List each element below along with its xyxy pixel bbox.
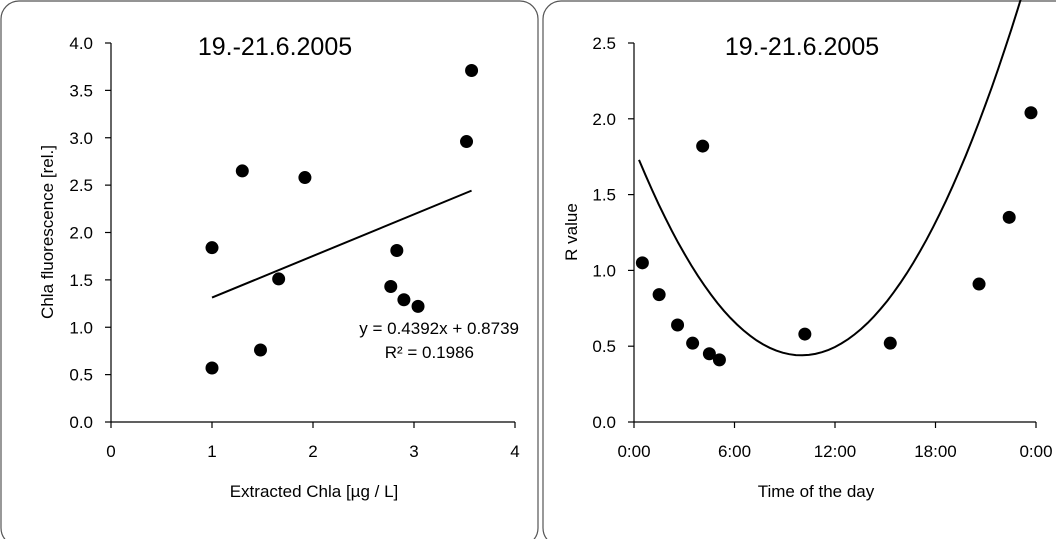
left-data-point xyxy=(205,241,219,255)
right-data-point xyxy=(671,318,685,332)
left-panel-frame xyxy=(0,0,539,539)
right-data-point xyxy=(1002,210,1016,224)
left-x-tick-label: 4 xyxy=(510,442,519,461)
left-data-point xyxy=(390,244,404,258)
right-data-point xyxy=(798,327,812,341)
right-y-tick-label: 1.5 xyxy=(592,186,616,205)
right-chart: 19.-21.6.2005 Time of the day R value 0.… xyxy=(562,0,1053,501)
left-data-point xyxy=(298,171,312,185)
left-data-point xyxy=(272,272,286,286)
right-x-tick-label: 6:00 xyxy=(718,442,751,461)
right-data-point xyxy=(702,347,716,361)
left-data-point xyxy=(384,280,398,294)
left-y-tick-label: 3.0 xyxy=(69,129,93,148)
right-data-point xyxy=(686,336,700,350)
left-y-tick-label: 2.0 xyxy=(69,224,93,243)
left-chart-title: 19.-21.6.2005 xyxy=(198,33,352,61)
left-y-axis-title: Chla fluorescence [rel.] xyxy=(38,145,57,319)
left-r2-annotation: R² = 0.1986 xyxy=(385,343,474,362)
left-y-tick-label: 1.0 xyxy=(69,318,93,337)
left-data-point xyxy=(205,361,219,375)
right-chart-title: 19.-21.6.2005 xyxy=(725,33,879,61)
right-trendline xyxy=(638,0,1022,357)
right-y-tick-label: 0.5 xyxy=(592,337,616,356)
left-y-tick-label: 0.5 xyxy=(69,366,93,385)
left-data-point xyxy=(253,343,267,357)
right-x-tick-label: 0:00 xyxy=(1019,442,1052,461)
right-y-tick-label: 0.0 xyxy=(592,413,616,432)
right-x-tick-label: 0:00 xyxy=(617,442,650,461)
left-y-tick-label: 4.0 xyxy=(69,34,93,53)
right-data-point xyxy=(652,288,666,302)
left-equation-annotation: y = 0.4392x + 0.8739 xyxy=(359,319,519,338)
left-data-point xyxy=(460,135,474,149)
left-y-tick-label: 0.0 xyxy=(69,413,93,432)
left-x-axis-title: Extracted Chla [µg / L] xyxy=(230,482,399,501)
left-data-point xyxy=(465,63,479,77)
right-data-point xyxy=(972,277,986,291)
right-y-tick-label: 2.0 xyxy=(592,110,616,129)
right-data-point xyxy=(883,336,897,350)
left-y-tick-label: 3.5 xyxy=(69,81,93,100)
right-data-point xyxy=(1024,106,1038,120)
right-y-axis-title: R value xyxy=(562,203,581,261)
left-y-tick-label: 2.5 xyxy=(69,176,93,195)
left-x-tick-label: 1 xyxy=(207,442,216,461)
right-x-tick-label: 18:00 xyxy=(914,442,957,461)
left-x-tick-label: 0 xyxy=(106,442,115,461)
right-y-tick-label: 2.5 xyxy=(592,34,616,53)
right-data-point xyxy=(635,256,649,270)
left-y-tick-label: 1.5 xyxy=(69,271,93,290)
left-chart: 19.-21.6.2005 Extracted Chla [µg / L] Ch… xyxy=(38,33,520,501)
right-y-tick-label: 1.0 xyxy=(592,261,616,280)
right-x-tick-label: 12:00 xyxy=(814,442,857,461)
right-data-point xyxy=(712,353,726,367)
left-x-tick-label: 3 xyxy=(409,442,418,461)
right-panel-frame xyxy=(542,0,1056,539)
left-data-point xyxy=(411,299,425,313)
left-x-tick-label: 2 xyxy=(308,442,317,461)
left-trendline xyxy=(211,189,472,299)
right-x-axis-title: Time of the day xyxy=(758,482,875,501)
right-data-point xyxy=(696,139,710,153)
left-data-point xyxy=(235,164,249,178)
left-data-point xyxy=(397,293,411,307)
